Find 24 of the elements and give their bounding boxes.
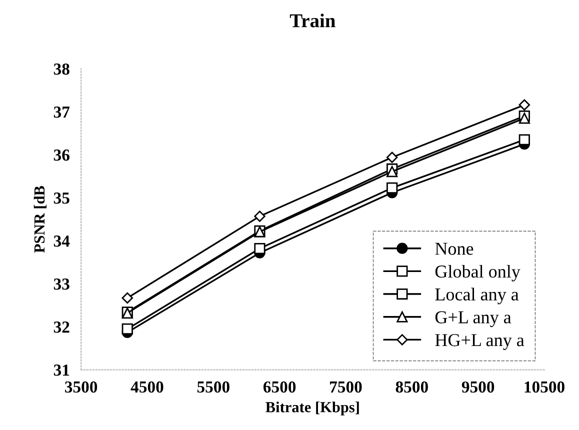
legend-label: None bbox=[435, 242, 474, 255]
legend-label: Global only bbox=[435, 264, 520, 282]
x-tick-label: 4500 bbox=[130, 381, 164, 393]
chart-title: Train bbox=[290, 14, 336, 28]
y-tick-label: 37 bbox=[54, 106, 70, 118]
y-tick-label: 35 bbox=[54, 192, 70, 204]
y-tick-label: 36 bbox=[54, 150, 70, 161]
y-tick-label: 38 bbox=[54, 64, 70, 75]
y-axis-title: PSNR [dB bbox=[34, 186, 47, 253]
x-tick-label: 7500 bbox=[330, 381, 362, 393]
x-axis-title: Bitrate [Kbps] bbox=[266, 402, 359, 416]
x-tick-label: 5500 bbox=[197, 381, 230, 393]
legend-label: Local any a bbox=[435, 288, 519, 304]
x-tick-label: 3500 bbox=[65, 381, 98, 393]
y-tick-label: 33 bbox=[54, 278, 70, 290]
x-tick-label: 10500 bbox=[524, 381, 564, 393]
y-tick-label: 32 bbox=[54, 322, 70, 333]
x-tick-label: 8500 bbox=[396, 381, 428, 393]
y-tick-label: 31 bbox=[54, 364, 70, 376]
x-tick-label: 9500 bbox=[462, 381, 494, 393]
x-tick-label: 6500 bbox=[263, 381, 296, 393]
legend-label: G+L any a bbox=[435, 311, 512, 328]
y-tick-label: 34 bbox=[54, 236, 70, 247]
legend-label: HG+L any a bbox=[435, 334, 524, 350]
